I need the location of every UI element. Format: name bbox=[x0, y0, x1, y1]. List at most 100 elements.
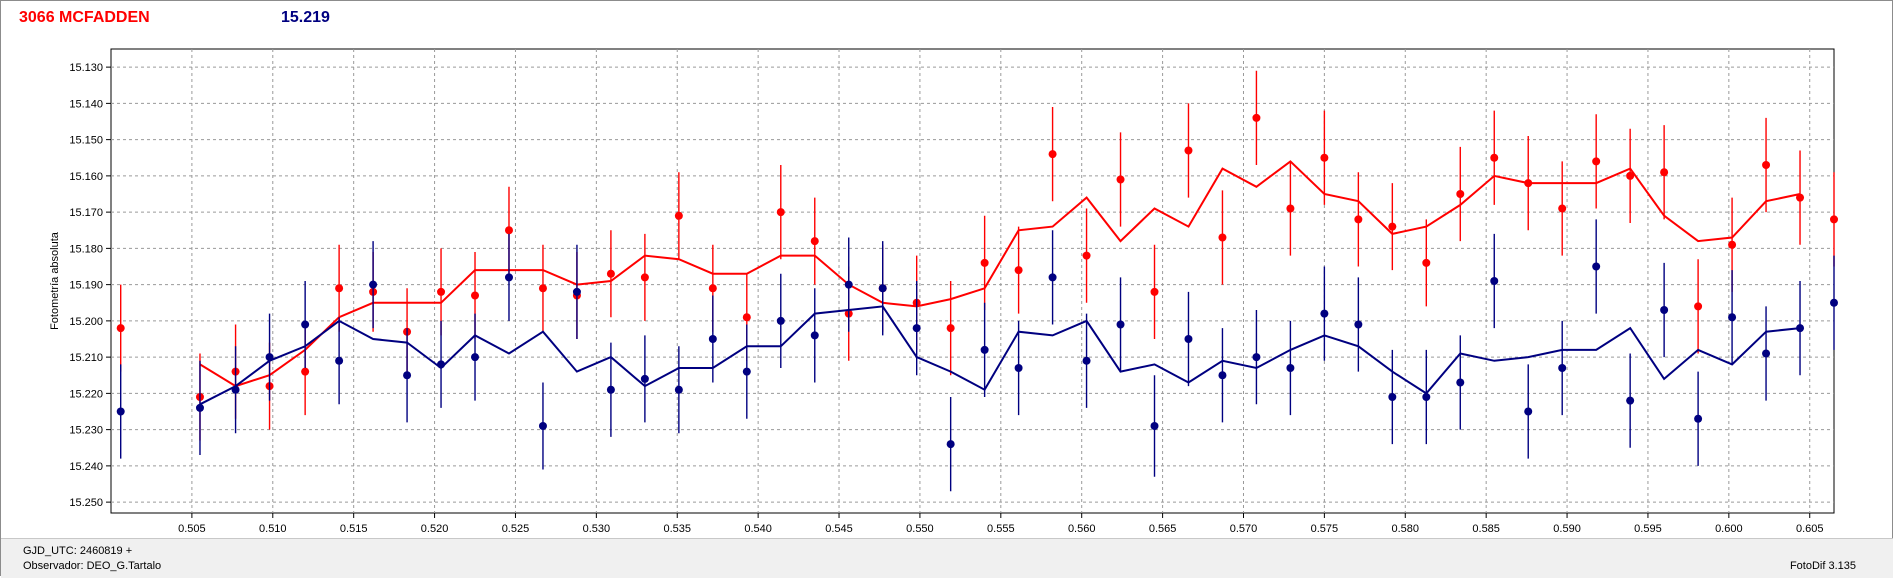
data-point bbox=[301, 367, 310, 376]
data-point bbox=[1524, 179, 1533, 188]
series-1 bbox=[116, 219, 1838, 492]
data-point bbox=[1660, 306, 1669, 314]
data-point bbox=[912, 324, 921, 333]
data-point bbox=[1320, 309, 1329, 318]
data-point bbox=[1694, 414, 1703, 423]
reference-value: 15.219 bbox=[281, 9, 330, 26]
observer-label: Observador: DEO_G.Tartalo bbox=[23, 560, 162, 572]
data-point bbox=[742, 367, 751, 376]
data-point bbox=[1660, 168, 1669, 177]
y-tick-label: 15.240 bbox=[69, 461, 103, 473]
x-tick-label: 0.555 bbox=[987, 523, 1015, 535]
data-point bbox=[116, 407, 125, 416]
x-tick-label: 0.570 bbox=[1230, 523, 1258, 535]
data-point bbox=[437, 287, 446, 296]
data-point bbox=[776, 208, 785, 217]
data-point bbox=[1354, 320, 1363, 329]
series-0 bbox=[116, 70, 1838, 441]
data-point bbox=[674, 211, 683, 220]
data-point bbox=[606, 385, 615, 394]
data-point bbox=[878, 284, 887, 293]
trend-line bbox=[199, 305, 1801, 406]
data-point bbox=[231, 385, 240, 394]
data-point bbox=[335, 356, 344, 365]
data-point bbox=[742, 313, 751, 322]
y-tick-label: 15.190 bbox=[69, 280, 103, 292]
data-point bbox=[471, 291, 480, 300]
data-point bbox=[1354, 215, 1363, 224]
y-axis-label: Fotometría absoluta bbox=[49, 231, 61, 330]
data-point bbox=[403, 371, 412, 380]
trend-line bbox=[199, 160, 1801, 388]
data-point bbox=[1490, 277, 1499, 285]
x-axis: 0.505 0.510 0.515 0.520 0.525 0.530 0.535 0.540… bbox=[178, 513, 1823, 535]
y-tick-label: 15.170 bbox=[69, 207, 103, 219]
y-axis: 15.130 15.140 15.150 15.160 15.170 15.180 15.1… bbox=[69, 62, 111, 509]
data-point bbox=[1252, 113, 1261, 122]
data-point bbox=[1014, 364, 1023, 372]
data-point bbox=[1116, 320, 1125, 329]
status-bar: GJD_UTC: 2460819 + Observador: DEO_G.Tar… bbox=[1, 538, 1893, 578]
data-point bbox=[1830, 298, 1838, 307]
data-point bbox=[844, 280, 853, 289]
data-point bbox=[640, 273, 649, 282]
x-tick-label: 0.590 bbox=[1553, 523, 1581, 535]
x-tick-label: 0.580 bbox=[1392, 523, 1420, 535]
data-point bbox=[195, 403, 204, 412]
data-point bbox=[810, 331, 819, 340]
photometry-chart: 15.130 15.140 15.150 15.160 15.170 15.180 15.1… bbox=[49, 48, 1838, 535]
data-point bbox=[708, 335, 717, 343]
x-tick-label: 0.585 bbox=[1472, 523, 1500, 535]
data-point bbox=[437, 360, 446, 369]
y-tick-label: 15.160 bbox=[69, 171, 103, 183]
data-point bbox=[1320, 153, 1329, 162]
plot-area bbox=[110, 48, 1835, 514]
x-tick-label: 0.595 bbox=[1634, 523, 1662, 535]
data-point bbox=[1694, 302, 1703, 311]
y-tick-label: 15.210 bbox=[69, 352, 103, 364]
data-point bbox=[606, 269, 615, 278]
data-point bbox=[538, 422, 547, 430]
data-point bbox=[1082, 251, 1091, 260]
grid bbox=[111, 49, 1834, 513]
data-point bbox=[980, 258, 989, 267]
data-point bbox=[776, 316, 785, 325]
data-point bbox=[1728, 240, 1737, 249]
data-point bbox=[1082, 356, 1091, 365]
y-tick-label: 15.140 bbox=[69, 98, 103, 110]
data-point bbox=[538, 284, 547, 293]
data-point bbox=[1796, 324, 1805, 333]
data-point bbox=[1830, 215, 1838, 224]
data-point bbox=[980, 345, 989, 354]
data-point bbox=[946, 324, 955, 333]
x-tick-label: 0.515 bbox=[340, 523, 368, 535]
data-point bbox=[1796, 193, 1805, 202]
data-point bbox=[1558, 364, 1567, 372]
data-point bbox=[1184, 146, 1193, 155]
version-label: FotoDif 3.135 bbox=[1789, 560, 1856, 572]
data-point bbox=[1048, 273, 1057, 282]
data-point bbox=[1558, 204, 1567, 213]
chart-title: 3066 MCFADDEN bbox=[19, 9, 150, 26]
data-point bbox=[1286, 364, 1295, 372]
x-tick-label: 0.520 bbox=[421, 523, 449, 535]
y-tick-label: 15.150 bbox=[69, 135, 103, 147]
x-tick-label: 0.575 bbox=[1311, 523, 1339, 535]
x-tick-label: 0.525 bbox=[502, 523, 530, 535]
data-point bbox=[1286, 204, 1295, 213]
data-point bbox=[504, 226, 513, 235]
data-point bbox=[116, 324, 125, 333]
data-point bbox=[369, 280, 378, 289]
x-tick-label: 0.535 bbox=[663, 523, 691, 535]
data-point bbox=[1014, 266, 1023, 275]
data-point bbox=[1150, 287, 1159, 296]
data-point bbox=[1626, 171, 1635, 180]
data-point bbox=[1048, 150, 1057, 159]
x-tick-label: 0.545 bbox=[825, 523, 853, 535]
data-point bbox=[572, 287, 581, 296]
data-point bbox=[1218, 233, 1227, 242]
data-point bbox=[674, 385, 683, 394]
data-point bbox=[1422, 393, 1431, 401]
data-point bbox=[1388, 393, 1397, 401]
